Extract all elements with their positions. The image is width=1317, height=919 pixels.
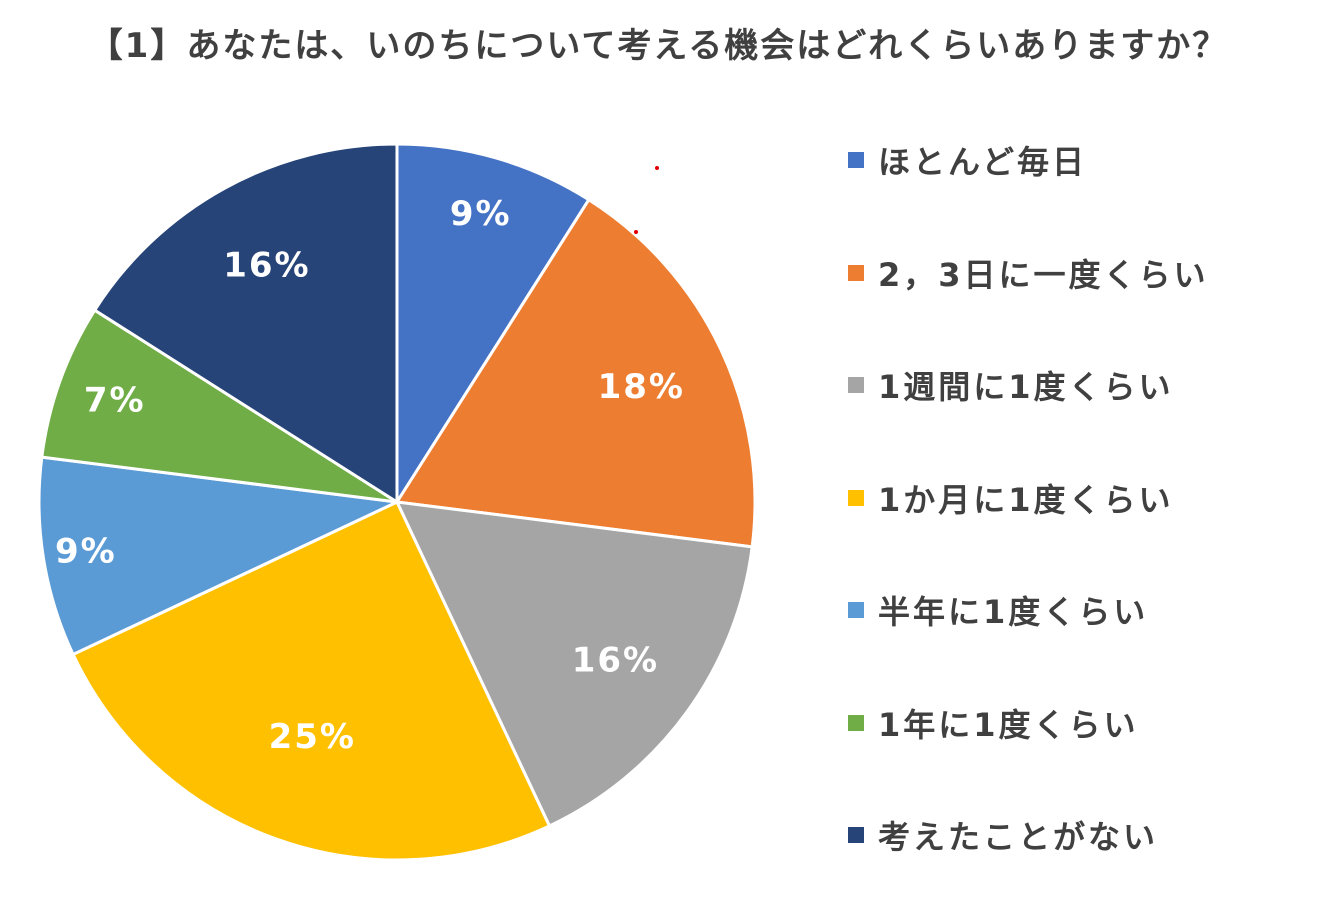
legend-item-6: 1年に1度くらい bbox=[848, 703, 1139, 744]
legend-swatch bbox=[848, 602, 864, 618]
pie-slice-4 bbox=[71, 500, 551, 862]
legend-swatch bbox=[848, 827, 864, 843]
stray-dot-1 bbox=[655, 166, 659, 170]
legend-label: ほとんど毎日 bbox=[878, 143, 1088, 181]
legend-item-3: 1週間に1度くらい bbox=[848, 365, 1174, 406]
legend-label: 1週間に1度くらい bbox=[878, 368, 1174, 406]
legend-label: 2，3日に一度くらい bbox=[878, 255, 1209, 294]
stray-dot-2 bbox=[634, 230, 638, 234]
pie-slice-7 bbox=[93, 142, 399, 504]
pie-slice-5 bbox=[37, 455, 399, 656]
legend-item-1: ほとんど毎日 bbox=[848, 140, 1088, 181]
legend-swatch bbox=[848, 152, 864, 168]
data-label-4: 25% bbox=[269, 717, 356, 757]
legend-swatch bbox=[848, 714, 864, 731]
pie-data-labels: 9% 18% 16% 25% 9% 7% 16% bbox=[55, 194, 685, 757]
chart-title: 【1】あなたは、いのちについて考える機会はどれくらいありますか？ bbox=[88, 26, 1229, 66]
data-label-2: 18% bbox=[598, 367, 685, 407]
legend-item-4: 1か月に1度くらい bbox=[848, 478, 1174, 519]
legend-label: 半年に1度くらい bbox=[878, 593, 1149, 631]
legend-label: 考えたことがない bbox=[878, 818, 1159, 856]
data-label-5: 9% bbox=[55, 531, 117, 571]
data-label-7: 16% bbox=[223, 245, 310, 285]
legend-swatch bbox=[848, 489, 864, 506]
legend-label: 1か月に1度くらい bbox=[878, 480, 1174, 519]
legend-item-5: 半年に1度くらい bbox=[848, 590, 1149, 631]
data-label-1: 9% bbox=[450, 194, 512, 234]
pie-slice-6 bbox=[40, 308, 399, 504]
legend-swatch bbox=[848, 377, 864, 393]
legend-item-2: 2，3日に一度くらい bbox=[848, 253, 1209, 294]
legend-item-7: 考えたことがない bbox=[848, 815, 1159, 856]
pie-slices bbox=[37, 142, 757, 862]
data-label-6: 7% bbox=[84, 380, 146, 420]
pie-slice-2 bbox=[395, 198, 757, 549]
pie-slice-1 bbox=[395, 142, 591, 504]
legend-label: 1年に1度くらい bbox=[878, 705, 1139, 744]
pie-slice-3 bbox=[395, 500, 754, 828]
legend-swatch bbox=[848, 264, 864, 281]
data-label-3: 16% bbox=[572, 641, 659, 681]
